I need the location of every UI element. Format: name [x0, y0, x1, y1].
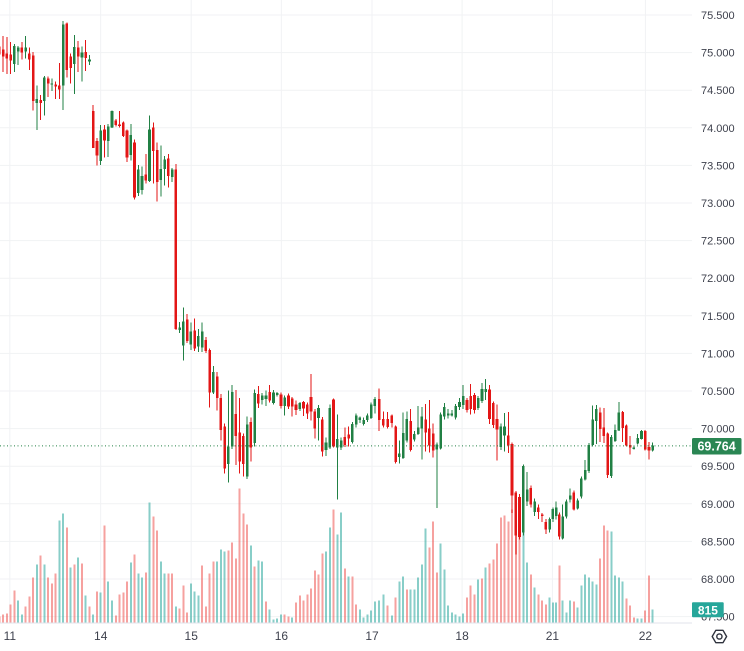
svg-text:68.500: 68.500: [701, 536, 735, 548]
svg-text:14: 14: [94, 629, 108, 643]
svg-text:21: 21: [546, 629, 560, 643]
svg-text:69.764: 69.764: [697, 440, 735, 454]
svg-text:72.500: 72.500: [701, 236, 735, 248]
svg-text:815: 815: [698, 604, 718, 618]
svg-text:16: 16: [275, 629, 289, 643]
svg-text:73.000: 73.000: [701, 198, 735, 210]
svg-text:71.000: 71.000: [701, 348, 735, 360]
svg-text:71.500: 71.500: [701, 311, 735, 323]
svg-text:68.000: 68.000: [701, 574, 735, 586]
svg-text:70.500: 70.500: [701, 386, 735, 398]
svg-text:72.000: 72.000: [701, 273, 735, 285]
svg-text:69.000: 69.000: [701, 499, 735, 511]
svg-text:15: 15: [185, 629, 199, 643]
svg-text:74.500: 74.500: [701, 85, 735, 97]
svg-text:69.500: 69.500: [701, 461, 735, 473]
svg-text:73.500: 73.500: [701, 160, 735, 172]
svg-text:70.000: 70.000: [701, 424, 735, 436]
svg-text:11: 11: [4, 629, 17, 643]
svg-text:18: 18: [455, 629, 469, 643]
svg-text:22: 22: [639, 629, 653, 643]
svg-text:74.000: 74.000: [701, 123, 735, 135]
svg-text:75.000: 75.000: [701, 48, 735, 60]
svg-text:17: 17: [365, 629, 379, 643]
svg-text:75.500: 75.500: [701, 10, 735, 22]
